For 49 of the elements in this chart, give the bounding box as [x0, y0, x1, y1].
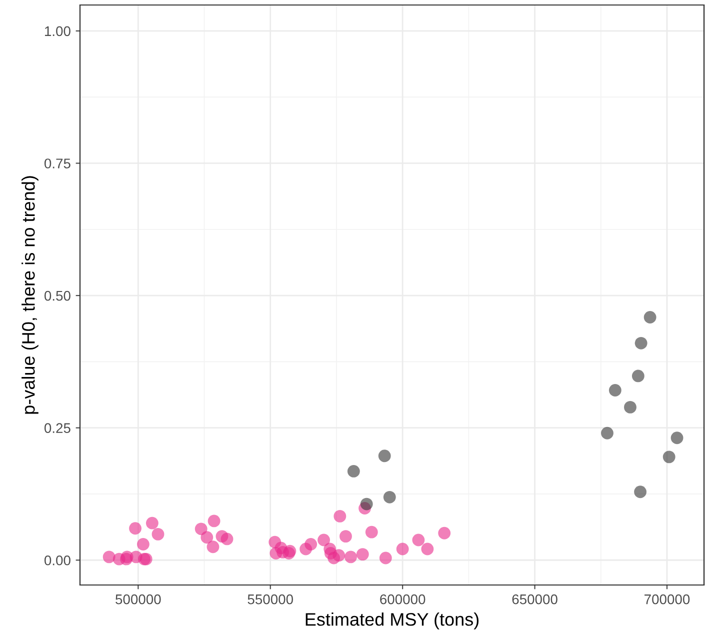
point — [334, 510, 346, 522]
point — [670, 432, 684, 444]
x-axis-title: Estimated MSY (tons) — [306, 612, 479, 630]
point — [624, 400, 636, 414]
point — [152, 528, 164, 540]
y-tick-label: 1.00 — [45, 26, 70, 36]
point — [129, 522, 142, 535]
point — [634, 486, 646, 498]
point — [344, 550, 357, 564]
point — [136, 538, 150, 550]
point — [608, 384, 622, 396]
point — [284, 544, 296, 558]
x-tick-label: 700000 — [644, 594, 690, 604]
point — [601, 426, 614, 440]
point — [356, 548, 369, 561]
point — [412, 534, 425, 546]
y-axis-title: p-value (H0, there is no trend) — [22, 176, 38, 414]
point — [332, 549, 346, 562]
point — [220, 532, 234, 546]
y-tick-label: 0.00 — [44, 555, 70, 566]
point — [347, 465, 360, 478]
point — [438, 526, 451, 540]
y-tick-label: 0.25 — [44, 423, 70, 433]
point — [102, 550, 116, 564]
point — [383, 490, 396, 504]
point — [340, 530, 352, 543]
point — [194, 522, 208, 536]
point — [632, 370, 644, 382]
point — [208, 514, 220, 528]
point — [318, 534, 330, 546]
point — [644, 311, 656, 324]
point — [146, 516, 158, 530]
x-tick-label: 650000 — [512, 594, 558, 604]
x-tick-label: 600000 — [380, 594, 426, 604]
y-tick-label: 0.75 — [44, 158, 70, 168]
point — [634, 336, 648, 350]
point — [662, 450, 676, 464]
point — [304, 538, 318, 550]
point — [200, 531, 214, 544]
point — [379, 552, 392, 564]
point — [378, 450, 391, 462]
point — [421, 542, 434, 556]
point — [396, 542, 409, 556]
point — [206, 540, 220, 554]
y-tick-label: 0.50 — [44, 290, 70, 301]
x-tick-label: 550000 — [248, 594, 294, 604]
point — [360, 498, 373, 510]
x-tick-label: 500000 — [116, 594, 161, 604]
point — [365, 526, 378, 538]
